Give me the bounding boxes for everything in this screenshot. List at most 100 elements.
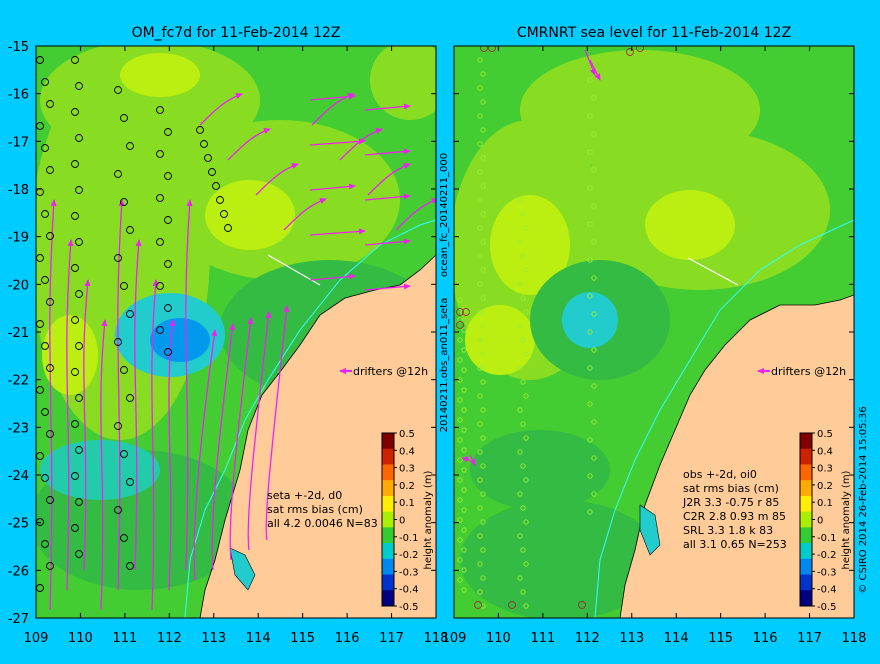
- left-observation-circles: [36, 56, 232, 592]
- colorbar-tick-label: 0: [399, 516, 405, 527]
- observation-marker: [461, 327, 467, 333]
- observation-marker: [477, 393, 483, 399]
- observation-marker: [523, 309, 529, 315]
- right-stats-line-4: C2R 2.8 0.93 m 85: [683, 510, 786, 523]
- observation-marker: [461, 547, 467, 553]
- drifter-track: [283, 198, 327, 231]
- colorbar-swatch: [800, 433, 812, 450]
- observation-marker: [480, 547, 486, 553]
- colorbar-tick-label: 0.4: [817, 446, 833, 457]
- observation-marker: [120, 450, 128, 458]
- observation-marker: [477, 141, 483, 147]
- right-map-panel: CMRNRT sea level for 11-Feb-2014 12Z 109…: [442, 25, 867, 646]
- drifter-track: [49, 199, 57, 611]
- observation-marker: [462, 308, 470, 316]
- colorbar-swatch: [800, 543, 812, 560]
- colorbar-tick-label: 0.1: [399, 498, 415, 509]
- observation-marker: [591, 455, 597, 461]
- observation-marker: [517, 281, 523, 287]
- observation-marker: [480, 491, 486, 497]
- drifter-track: [265, 305, 290, 541]
- colorbar-swatch: [382, 527, 394, 544]
- observation-marker: [480, 267, 486, 273]
- observation-marker: [480, 435, 486, 441]
- left-drifter-tracks: [49, 93, 436, 611]
- colorbar-swatch: [382, 495, 394, 513]
- observation-marker: [41, 342, 49, 350]
- drifter-track: [584, 49, 596, 76]
- drifter-track: [255, 163, 299, 196]
- observation-marker: [587, 329, 593, 335]
- observation-marker: [477, 589, 483, 595]
- observation-marker: [591, 167, 597, 173]
- observation-marker: [523, 267, 529, 273]
- observation-marker: [523, 477, 529, 483]
- observation-marker: [461, 447, 467, 453]
- y-tick-label: -18: [8, 183, 29, 198]
- observation-marker: [591, 239, 597, 245]
- observation-marker: [457, 497, 463, 503]
- observation-marker: [164, 172, 172, 180]
- drifter-track: [309, 273, 356, 281]
- observation-marker: [520, 253, 526, 259]
- observation-marker: [41, 474, 49, 482]
- observation-marker: [46, 100, 54, 108]
- observation-marker: [71, 368, 79, 376]
- colorbar-swatch: [382, 558, 394, 576]
- observation-marker: [457, 357, 463, 363]
- observation-marker: [457, 297, 463, 303]
- observation-marker: [517, 323, 523, 329]
- y-tick-label: -20: [8, 278, 29, 293]
- observation-marker: [477, 477, 483, 483]
- right-stats-line-2: sat rms bias (cm): [683, 482, 779, 495]
- observation-marker: [520, 547, 526, 553]
- observation-marker: [461, 487, 467, 493]
- observation-marker: [114, 422, 122, 430]
- colorbar-tick-label: 0.3: [817, 464, 833, 475]
- observation-marker: [46, 430, 54, 438]
- x-tick-label: 112: [157, 631, 182, 646]
- observation-marker: [523, 393, 529, 399]
- left-stats-line-1: seta +-2d, d0: [267, 489, 342, 502]
- colorbar-tick-label: 0.4: [399, 446, 415, 457]
- observation-marker: [480, 323, 486, 329]
- colorbar-swatch: [800, 574, 812, 591]
- observation-marker: [120, 282, 128, 290]
- observation-marker: [75, 134, 83, 142]
- drifter-track: [83, 279, 91, 571]
- observation-marker: [71, 264, 79, 272]
- drifter-track: [469, 454, 476, 466]
- colorbar-tick-label: 0.3: [399, 464, 415, 475]
- observation-marker: [120, 534, 128, 542]
- observation-marker: [75, 446, 83, 454]
- left-map-field: [36, 46, 436, 618]
- drifter-track: [199, 93, 243, 126]
- observation-marker: [461, 387, 467, 393]
- observation-marker: [461, 307, 467, 313]
- observation-marker: [120, 114, 128, 122]
- observation-marker: [208, 168, 216, 176]
- observation-marker: [587, 365, 593, 371]
- colorbar-tick-label: -0.5: [399, 602, 419, 613]
- observation-marker: [41, 78, 49, 86]
- observation-marker: [156, 194, 164, 202]
- observation-marker: [41, 210, 49, 218]
- right-map-title: CMRNRT sea level for 11-Feb-2014 12Z: [517, 25, 791, 41]
- left-map-panel: OM_fc7d for 11-Feb-2014 12Z: [8, 25, 449, 646]
- observation-marker: [71, 108, 79, 116]
- observation-marker: [480, 183, 486, 189]
- observation-marker: [477, 197, 483, 203]
- colorbar-swatch: [800, 448, 812, 465]
- observation-marker: [587, 149, 593, 155]
- left-x-axis: 109 110 111 112 113 114 115 116 117 118: [24, 45, 448, 646]
- left-colorbar: 0.5 0.4 0.3 0.2 0.1 0 -0.1 -0.2 -0.3 -0.4 -0.5 hei…: [381, 429, 434, 613]
- drifter-track: [309, 93, 356, 101]
- x-tick-label: 110: [486, 631, 511, 646]
- observation-marker: [480, 407, 486, 413]
- colorbar-tick-label: 0.2: [817, 481, 833, 492]
- observation-marker: [477, 113, 483, 119]
- observation-marker: [523, 519, 529, 525]
- observation-marker: [75, 498, 83, 506]
- observation-marker: [517, 491, 523, 497]
- left-y-axis: -15 -16 -17 -18 -19 -20 -21 -22 -23 -24 -25 -26 -27: [8, 40, 29, 627]
